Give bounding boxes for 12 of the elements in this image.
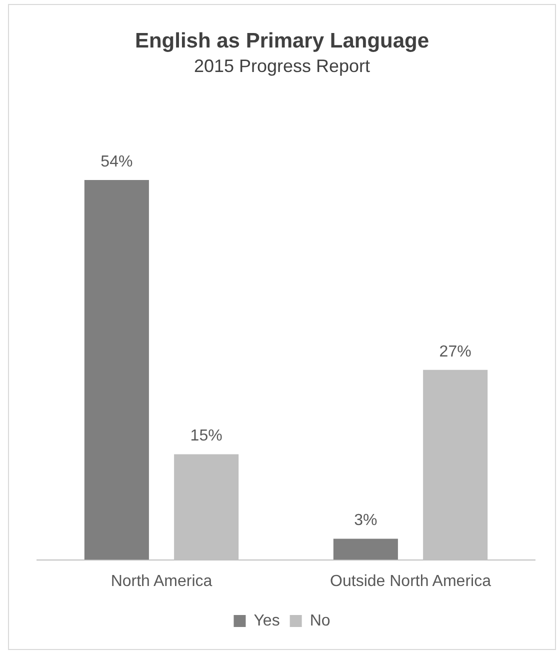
- data-label: 27%: [439, 343, 472, 360]
- x-tick-label: Outside North America: [330, 572, 492, 590]
- bar: [333, 538, 398, 560]
- legend-label: No: [310, 612, 330, 630]
- data-label: 54%: [100, 153, 133, 170]
- x-tick-label: North America: [110, 572, 212, 590]
- chart-subtitle: 2015 Progress Report: [194, 56, 370, 76]
- chart-title: English as Primary Language: [134, 29, 430, 52]
- data-label: 3%: [354, 512, 378, 530]
- legend-label: Yes: [254, 612, 280, 630]
- data-label: 15%: [190, 428, 222, 445]
- bar: [84, 180, 149, 560]
